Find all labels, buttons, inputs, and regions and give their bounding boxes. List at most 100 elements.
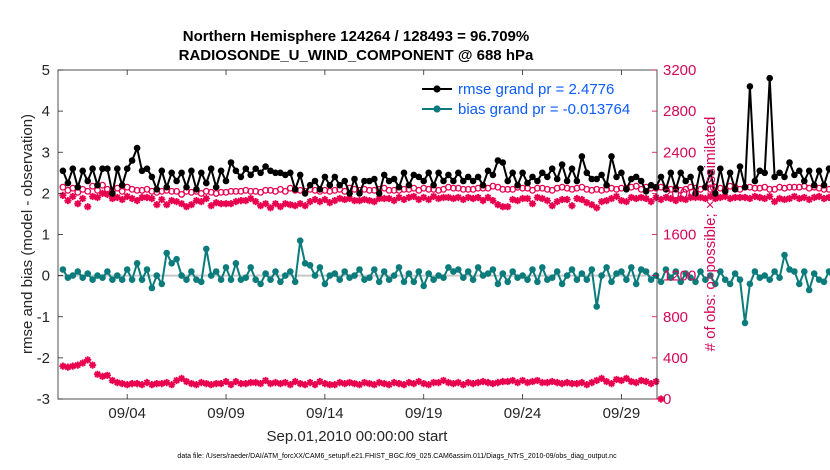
data-point [375, 278, 383, 286]
obs-possible-marker [464, 185, 472, 193]
obs-assimilated-marker [583, 199, 591, 207]
obs-assimilated-marker [523, 378, 532, 387]
data-point [801, 177, 808, 185]
data-point [741, 319, 749, 327]
data-point [791, 171, 798, 179]
obs-assimilated-marker [143, 378, 151, 387]
data-point [736, 163, 744, 170]
obs-assimilated-marker [128, 380, 136, 388]
data-point [296, 171, 304, 179]
obs-assimilated-marker [795, 194, 803, 203]
data-point [158, 280, 166, 288]
legend-bias-label: bias grand pr = -0.013764 [458, 101, 630, 118]
obs-assimilated-marker [158, 195, 166, 204]
data-point [509, 268, 516, 275]
series-assimilated [59, 189, 830, 212]
data-point [598, 272, 605, 279]
data-point [296, 237, 304, 244]
obs-assimilated-marker [790, 192, 798, 201]
data-point [301, 190, 309, 197]
data-point [163, 183, 170, 191]
data-point [657, 278, 665, 286]
obs-assimilated-marker [84, 356, 92, 364]
data-point [222, 177, 230, 185]
obs-assimilated-marker [469, 380, 477, 388]
obs-possible-marker [519, 184, 527, 192]
data-point [109, 190, 116, 197]
obs-assimilated-marker [326, 381, 334, 389]
obs-assimilated-marker [425, 381, 433, 389]
data-point [791, 268, 798, 275]
data-point [796, 167, 803, 175]
obs-assimilated-marker [810, 193, 818, 202]
data-point [524, 179, 531, 187]
data-point [435, 169, 442, 177]
data-point [805, 286, 813, 294]
obs-assimilated-marker [701, 194, 709, 203]
obs-assimilated-marker [509, 195, 517, 204]
data-point [227, 276, 235, 284]
obs-assimilated-marker [499, 377, 507, 386]
data-point [148, 173, 156, 181]
obs-assimilated-marker [583, 381, 591, 389]
data-point [603, 181, 610, 189]
data-point [79, 274, 86, 282]
obs-assimilated-marker [74, 361, 82, 369]
obs-assimilated-marker [558, 195, 566, 204]
data-point [593, 175, 600, 183]
obs-assimilated-marker [168, 197, 176, 205]
obs-assimilated-marker [588, 201, 596, 209]
data-point [99, 165, 106, 172]
data-point [361, 276, 368, 284]
data-point [425, 169, 433, 177]
obs-assimilated-marker [59, 191, 67, 199]
data-point [731, 186, 739, 193]
obs-assimilated-marker [266, 204, 275, 212]
data-point [707, 272, 714, 279]
obs-assimilated-marker [143, 193, 151, 202]
data-point [460, 177, 467, 185]
obs-assimilated-marker [731, 193, 739, 202]
data-point [380, 171, 388, 179]
obs-assimilated-marker [612, 375, 621, 384]
obs-assimilated-marker [247, 194, 255, 203]
legend-rmse-label: rmse grand pr = 2.4776 [458, 81, 614, 98]
obs-assimilated-marker [607, 194, 616, 203]
data-point [173, 177, 180, 185]
obs-assimilated-marker [578, 378, 586, 387]
obs-assimilated-marker [163, 378, 171, 387]
data-point [415, 268, 423, 275]
obs-assimilated-marker [523, 194, 532, 203]
data-point [99, 274, 106, 282]
obs-assimilated-marker [89, 192, 97, 201]
data-point [761, 169, 768, 177]
data-point [598, 171, 605, 179]
data-point [573, 177, 581, 185]
obs-assimilated-marker [528, 377, 537, 386]
obs-assimilated-marker [360, 378, 368, 387]
data-point [697, 268, 704, 275]
obs-assimilated-marker [306, 378, 314, 387]
data-point [588, 175, 596, 183]
obs-assimilated-marker [217, 380, 225, 388]
data-point [114, 272, 121, 279]
obs-assimilated-marker [553, 198, 561, 206]
data-point [222, 264, 230, 271]
data-point [390, 272, 398, 279]
obs-assimilated-marker [375, 378, 383, 387]
obs-assimilated-marker [820, 194, 828, 203]
obs-assimilated-marker [103, 190, 111, 198]
obs-assimilated-marker [642, 377, 650, 386]
obs-assimilated-marker [726, 194, 734, 203]
obs-assimilated-marker [469, 194, 477, 203]
obs-assimilated-marker [420, 193, 428, 202]
x-axis-label: Sep.01,2010 00:00:00 start [267, 428, 449, 445]
obs-possible-marker [786, 183, 793, 191]
obs-assimilated-marker [420, 380, 428, 388]
obs-assimilated-marker [573, 380, 581, 388]
obs-assimilated-marker [207, 381, 215, 389]
data-point [311, 177, 319, 185]
obs-possible-marker [499, 185, 507, 193]
obs-possible-marker [790, 183, 798, 191]
